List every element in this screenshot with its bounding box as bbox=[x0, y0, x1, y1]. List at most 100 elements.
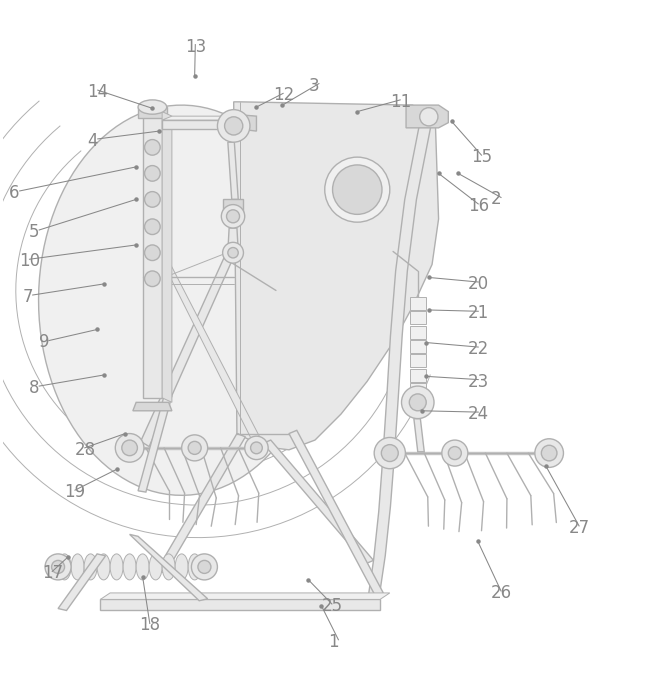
Ellipse shape bbox=[84, 554, 97, 580]
Polygon shape bbox=[138, 396, 172, 492]
Text: 14: 14 bbox=[87, 83, 108, 101]
Circle shape bbox=[381, 445, 398, 462]
Polygon shape bbox=[138, 107, 167, 118]
Ellipse shape bbox=[58, 554, 71, 580]
Polygon shape bbox=[162, 120, 243, 129]
Text: 3: 3 bbox=[308, 77, 319, 95]
Circle shape bbox=[182, 435, 208, 461]
Ellipse shape bbox=[123, 554, 136, 580]
Circle shape bbox=[122, 440, 137, 456]
Polygon shape bbox=[140, 258, 232, 447]
Polygon shape bbox=[410, 369, 426, 382]
Polygon shape bbox=[157, 434, 245, 573]
Polygon shape bbox=[410, 340, 426, 353]
Polygon shape bbox=[162, 116, 253, 120]
Text: 27: 27 bbox=[569, 519, 590, 537]
Polygon shape bbox=[100, 599, 380, 610]
Polygon shape bbox=[410, 311, 426, 324]
Circle shape bbox=[217, 110, 250, 142]
Circle shape bbox=[245, 436, 268, 460]
Circle shape bbox=[144, 192, 160, 207]
Polygon shape bbox=[130, 534, 208, 601]
Text: 6: 6 bbox=[9, 184, 20, 202]
Polygon shape bbox=[414, 419, 424, 452]
Text: 25: 25 bbox=[321, 597, 342, 615]
Circle shape bbox=[198, 560, 211, 573]
Ellipse shape bbox=[162, 554, 175, 580]
Text: 4: 4 bbox=[87, 132, 98, 150]
Polygon shape bbox=[410, 354, 426, 367]
Polygon shape bbox=[162, 261, 263, 447]
Text: 21: 21 bbox=[468, 304, 489, 322]
Circle shape bbox=[188, 441, 201, 454]
Polygon shape bbox=[410, 325, 426, 338]
Ellipse shape bbox=[71, 554, 84, 580]
Circle shape bbox=[541, 445, 557, 461]
Ellipse shape bbox=[97, 554, 110, 580]
Circle shape bbox=[251, 442, 262, 453]
Circle shape bbox=[228, 247, 238, 258]
Polygon shape bbox=[368, 127, 431, 596]
Circle shape bbox=[333, 165, 382, 214]
Ellipse shape bbox=[188, 554, 201, 580]
Circle shape bbox=[192, 554, 217, 580]
Text: 18: 18 bbox=[139, 616, 161, 634]
Text: 26: 26 bbox=[491, 584, 512, 602]
Polygon shape bbox=[228, 228, 238, 251]
Polygon shape bbox=[263, 440, 373, 564]
Circle shape bbox=[144, 166, 160, 182]
Polygon shape bbox=[410, 383, 426, 396]
Circle shape bbox=[144, 219, 160, 234]
Polygon shape bbox=[228, 142, 238, 199]
Text: 23: 23 bbox=[468, 373, 489, 390]
Circle shape bbox=[325, 157, 390, 222]
Circle shape bbox=[222, 242, 243, 263]
Circle shape bbox=[115, 434, 144, 462]
Polygon shape bbox=[406, 105, 448, 128]
Polygon shape bbox=[162, 112, 172, 402]
Circle shape bbox=[442, 440, 468, 466]
Polygon shape bbox=[234, 102, 439, 450]
Text: 13: 13 bbox=[185, 38, 206, 55]
Polygon shape bbox=[240, 115, 256, 131]
Circle shape bbox=[144, 271, 160, 286]
Text: 7: 7 bbox=[22, 288, 33, 306]
Circle shape bbox=[401, 386, 434, 419]
Circle shape bbox=[144, 245, 160, 260]
Text: 10: 10 bbox=[19, 252, 40, 270]
Polygon shape bbox=[289, 430, 383, 596]
Ellipse shape bbox=[110, 554, 123, 580]
Polygon shape bbox=[100, 593, 390, 599]
Circle shape bbox=[144, 140, 160, 155]
Polygon shape bbox=[58, 554, 106, 610]
Ellipse shape bbox=[138, 100, 167, 114]
Text: 15: 15 bbox=[471, 148, 492, 166]
Text: 22: 22 bbox=[468, 340, 489, 358]
Text: 17: 17 bbox=[42, 564, 63, 582]
Circle shape bbox=[221, 205, 245, 228]
Text: 24: 24 bbox=[468, 405, 489, 423]
Text: 9: 9 bbox=[39, 334, 49, 351]
Text: 8: 8 bbox=[29, 379, 39, 397]
Circle shape bbox=[374, 438, 405, 469]
Text: 5: 5 bbox=[29, 223, 39, 241]
Polygon shape bbox=[133, 402, 172, 411]
Circle shape bbox=[448, 447, 461, 460]
Ellipse shape bbox=[149, 554, 162, 580]
Text: 1: 1 bbox=[328, 633, 338, 651]
Circle shape bbox=[45, 554, 71, 580]
Circle shape bbox=[535, 439, 564, 467]
Text: 11: 11 bbox=[390, 93, 411, 111]
Text: 20: 20 bbox=[468, 275, 489, 293]
Polygon shape bbox=[39, 105, 316, 495]
Circle shape bbox=[52, 560, 64, 573]
Text: 2: 2 bbox=[491, 190, 501, 208]
Circle shape bbox=[420, 108, 438, 126]
Text: 19: 19 bbox=[64, 483, 86, 501]
Ellipse shape bbox=[175, 554, 188, 580]
Polygon shape bbox=[142, 112, 162, 398]
Ellipse shape bbox=[136, 554, 149, 580]
Polygon shape bbox=[222, 199, 243, 216]
Text: 12: 12 bbox=[273, 86, 294, 104]
Polygon shape bbox=[410, 297, 426, 310]
